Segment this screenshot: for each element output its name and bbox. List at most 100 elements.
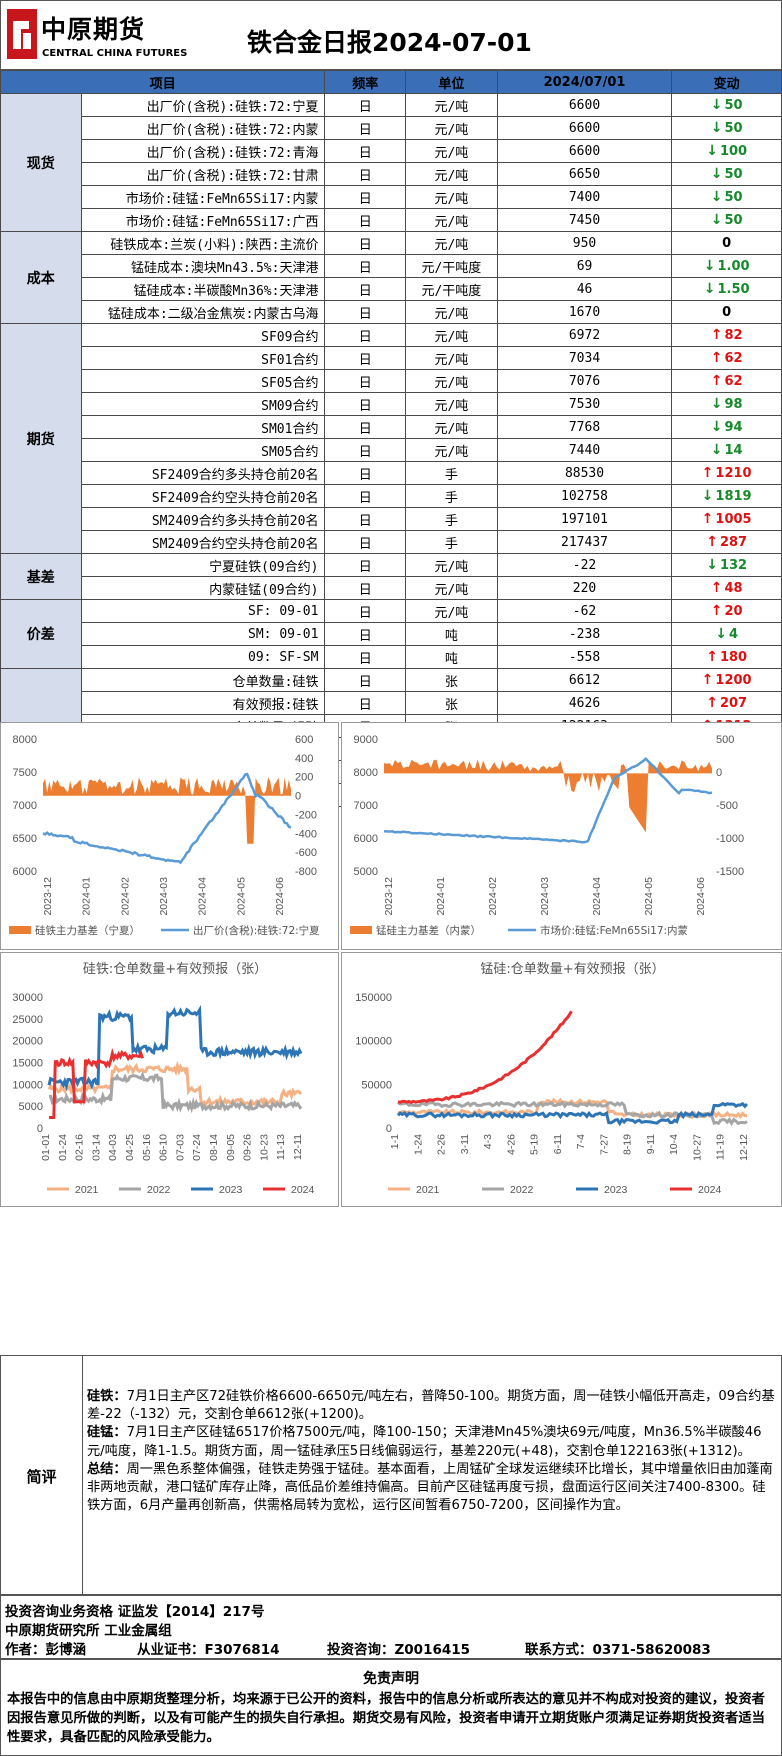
item-cell: 锰硅成本:二级冶金焦炭:内蒙古乌海 xyxy=(80,300,326,324)
chart-title: 锰硅:仓单数量+有效预报（张） xyxy=(480,962,664,977)
x-tick: 09-05 xyxy=(225,1134,237,1161)
item-cell: 出厂价(含税):硅铁:72:内蒙 xyxy=(80,116,326,140)
series-line-2024 xyxy=(397,1010,573,1105)
change-value: 100 xyxy=(719,144,748,159)
x-tick: 06-10 xyxy=(158,1134,170,1161)
y-tick: 5000 xyxy=(19,1101,43,1113)
legend-swatch-basis xyxy=(350,926,372,934)
change-cell: ↑ 48 xyxy=(671,576,782,600)
unit-cell: 元/干吨度 xyxy=(405,277,498,301)
x-tick: 2024-06 xyxy=(695,877,707,916)
value-cell: -22 xyxy=(496,553,673,577)
x-tick: 10-27 xyxy=(691,1134,703,1161)
value-cell: 6972 xyxy=(496,323,673,347)
department-line: 中原期货研究所 工业金属组 xyxy=(5,1623,172,1639)
item-cell: 硅铁成本:兰炭(小料):陕西:主流价 xyxy=(80,231,326,255)
freq-cell: 日 xyxy=(324,93,407,117)
freq-cell: 日 xyxy=(324,530,407,554)
change-cell: ↑ 82 xyxy=(671,323,782,347)
arrow-up-icon: ↑ xyxy=(706,649,718,665)
x-tick: 5-19 xyxy=(529,1134,541,1155)
x-tick: 2024-02 xyxy=(119,877,131,916)
unit-cell: 元/吨 xyxy=(405,553,498,577)
change-value: 4 xyxy=(728,627,739,642)
change-cell: ↓ 14 xyxy=(671,438,782,462)
value-cell: 7034 xyxy=(496,346,673,370)
change-value: 50 xyxy=(724,121,743,136)
freq-cell: 日 xyxy=(324,116,407,140)
table-row: 出厂价(含税):硅铁:72:甘肃日元/吨 6650 ↓ 50 xyxy=(1,162,782,186)
y-tick-right: -1000 xyxy=(716,833,744,845)
category-cell: 价差 xyxy=(0,599,82,669)
y-tick-left: 6500 xyxy=(13,833,37,845)
legend-label: 2024 xyxy=(698,1184,722,1196)
change-cell: ↓ 100 xyxy=(671,139,782,163)
change-cell: ↑ 62 xyxy=(671,369,782,393)
y-tick-right: 400 xyxy=(295,753,313,765)
arrow-down-icon: ↓ xyxy=(706,143,718,159)
unit-cell: 元/吨 xyxy=(405,392,498,416)
table-row: 锰硅成本:二级冶金焦炭:内蒙古乌海日元/吨 1670 0 xyxy=(1,300,782,324)
y-tick-left: 9000 xyxy=(354,734,378,746)
legend-label: 2022 xyxy=(147,1184,171,1196)
value-cell: 4626 xyxy=(496,691,673,715)
x-tick: 1-24 xyxy=(412,1134,424,1155)
legend-label: 2023 xyxy=(219,1184,243,1196)
value-cell: 6612 xyxy=(496,668,673,692)
y-tick: 25000 xyxy=(12,1014,43,1026)
x-tick: 05-16 xyxy=(141,1134,153,1161)
y-tick-left: 8000 xyxy=(354,767,378,779)
item-cell: SF: 09-01 xyxy=(80,599,326,623)
y-tick-right: 200 xyxy=(295,772,313,784)
price-line xyxy=(383,756,713,844)
change-value: 50 xyxy=(724,213,743,228)
x-tick: 1-1 xyxy=(389,1134,401,1149)
change-cell: ↓ 50 xyxy=(671,208,782,232)
item-cell: 市场价:硅锰:FeMn65Si17:内蒙 xyxy=(80,185,326,209)
table-header-row: 项目 频率 单位 2024/07/01 变动 xyxy=(0,70,782,94)
x-tick: 2-26 xyxy=(436,1134,448,1155)
y-tick-right: -500 xyxy=(716,800,738,812)
y-tick-right: -800 xyxy=(295,866,317,878)
x-tick: 2024-05 xyxy=(643,877,655,916)
x-tick: 4-3 xyxy=(482,1134,494,1149)
y-tick-left: 7000 xyxy=(354,800,378,812)
value-cell: 46 xyxy=(496,277,673,301)
item-cell: SM09合约 xyxy=(80,392,326,416)
unit-cell: 元/吨 xyxy=(405,369,498,393)
unit-cell: 元/吨 xyxy=(405,346,498,370)
arrow-up-icon: ↑ xyxy=(710,327,723,343)
arrow-up-icon: ↑ xyxy=(710,350,723,366)
change-value: 1200 xyxy=(715,673,752,688)
y-tick-left: 8000 xyxy=(13,734,37,746)
x-tick: 2024-05 xyxy=(235,877,247,916)
table-row: 现货 出厂价(含税):硅铁:72:宁夏日元/吨 6600 ↓ 50 xyxy=(0,93,782,232)
x-tick: 2024-02 xyxy=(487,877,499,916)
change-value: 50 xyxy=(724,167,743,182)
unit-cell: 手 xyxy=(405,507,498,531)
freq-cell: 日 xyxy=(324,553,407,577)
change-cell: ↑ 207 xyxy=(671,691,782,715)
item-cell: 锰硅成本:澳块Mn43.5%:天津港 xyxy=(80,254,326,278)
change-value: 1005 xyxy=(715,512,752,527)
table-row: 基差 宁夏硅铁(09合约) 日元/吨 -22 ↓ 132 xyxy=(0,553,782,600)
x-tick: 9-11 xyxy=(645,1134,657,1154)
change-cell: ↑ 1200 xyxy=(671,668,782,692)
unit-cell: 元/吨 xyxy=(405,438,498,462)
value-cell: 7440 xyxy=(496,438,673,462)
x-tick: 12-12 xyxy=(738,1134,750,1161)
series-line-2024 xyxy=(49,1047,144,1119)
item-cell: 宁夏硅铁(09合约) xyxy=(80,553,326,577)
receipts-sf-plot: 硅铁:仓单数量+有效预报（张） 30000 25000 20000 15000 10000… xyxy=(12,962,314,1196)
table-row: 锰硅成本:半碳酸Mn36%:天津港日元/干吨度 46 ↓ 1.50 xyxy=(1,277,782,301)
change-value: 98 xyxy=(724,397,743,412)
change-value: 94 xyxy=(724,420,743,435)
arrow-down-icon: ↓ xyxy=(710,396,723,412)
freq-cell: 日 xyxy=(324,139,407,163)
arrow-down-icon: ↓ xyxy=(710,120,723,136)
disclaimer-text: 本报告中的信息由中原期货整理分析，均来源于已公开的资料，报告中的信息分析或所表达… xyxy=(7,1692,765,1745)
freq-cell: 日 xyxy=(324,645,407,669)
unit-cell: 元/吨 xyxy=(405,323,498,347)
y-tick: 30000 xyxy=(12,992,43,1004)
x-tick: 2024-03 xyxy=(158,877,170,916)
